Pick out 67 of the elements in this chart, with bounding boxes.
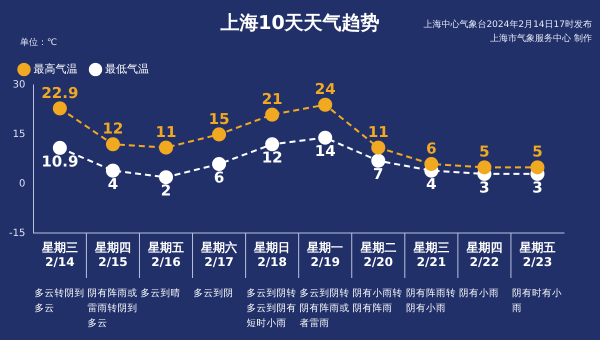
- point: [159, 140, 173, 155]
- y-tick-label: -15: [8, 228, 26, 239]
- data-label: 2: [160, 182, 172, 200]
- point: [371, 154, 386, 168]
- data-label: 11: [368, 122, 389, 141]
- data-label: 3: [532, 178, 543, 196]
- text: 多云到阴转多云到阴有短时小雨: [246, 287, 298, 331]
- x-tick-label: 星期二 2/20: [359, 240, 396, 269]
- text: 上海市气象服务中心 制作: [489, 32, 592, 46]
- x-tick-label: 星期五 2/16: [147, 240, 184, 269]
- y-tick-label: 15: [12, 128, 26, 140]
- x-tick-label: 星期日 2/18: [253, 240, 290, 269]
- text: 多云到晴: [140, 287, 182, 301]
- text: 上海中心气象台2024年2月14日17时发布: [423, 18, 592, 32]
- data-label: 11: [156, 122, 176, 141]
- text: 阴有阵雨转阴有小雨: [406, 287, 457, 316]
- data-label: 10.9: [41, 152, 78, 170]
- x-tick-label: 星期四 2/15: [94, 240, 131, 269]
- x-tick-label: 星期六 2/17: [200, 240, 238, 269]
- text: 阴有阵雨或雷雨转阴到多云: [87, 287, 138, 331]
- data-label: 4: [108, 175, 118, 194]
- x-tick-label: 星期五 2/23: [518, 240, 556, 269]
- text: 多云到阴转阴有阵雨或者雷雨: [300, 287, 351, 331]
- point: [212, 127, 226, 142]
- point: [159, 170, 173, 184]
- point: [52, 101, 67, 116]
- data-label: 5: [479, 142, 490, 161]
- text: 多云转阴到多云: [34, 287, 86, 316]
- point: [265, 108, 280, 122]
- data-label: 22.9: [41, 84, 78, 102]
- chart-title: 上海10天天气趋势: [220, 12, 380, 34]
- data-label: 6: [214, 168, 224, 186]
- point: [477, 160, 492, 174]
- y-tick-label: 30: [12, 80, 26, 91]
- point: [318, 130, 332, 145]
- text: 阴有时有小雨: [512, 287, 563, 316]
- data-label: 24: [314, 80, 336, 98]
- legend-label: 最低气温: [105, 62, 149, 76]
- y-tick-label: 0: [18, 178, 26, 190]
- x-tick-label: 星期三 2/14: [40, 240, 78, 269]
- data-label: 7: [373, 165, 384, 184]
- point: [371, 140, 386, 155]
- x-tick-label: 星期一 2/19: [306, 240, 344, 269]
- data-label: 4: [426, 175, 437, 194]
- text: 阴有小雨: [458, 287, 500, 301]
- text: 多云到阴: [194, 287, 235, 301]
- data-label: 14: [314, 142, 336, 160]
- point: [106, 137, 120, 152]
- legend-label: 最高气温: [34, 62, 78, 76]
- point: [212, 157, 226, 172]
- data-label: 6: [426, 139, 437, 158]
- y-axis-title: 单位：℃: [20, 36, 58, 49]
- point: [318, 98, 332, 112]
- data-label: 12: [262, 148, 283, 167]
- point: [265, 137, 280, 152]
- text: 阴有小雨转阴有阵雨: [352, 287, 404, 316]
- point: [52, 140, 67, 155]
- data-label: 21: [262, 90, 283, 108]
- point: [106, 164, 120, 178]
- point: [530, 160, 544, 174]
- data-label: 5: [532, 142, 543, 161]
- point: [424, 157, 438, 172]
- data-label: 3: [479, 178, 490, 196]
- x-tick-label: 星期三 2/21: [412, 240, 450, 269]
- data-label: 12: [102, 120, 124, 138]
- data-label: 15: [208, 110, 230, 128]
- x-tick-label: 星期四 2/22: [465, 240, 502, 269]
